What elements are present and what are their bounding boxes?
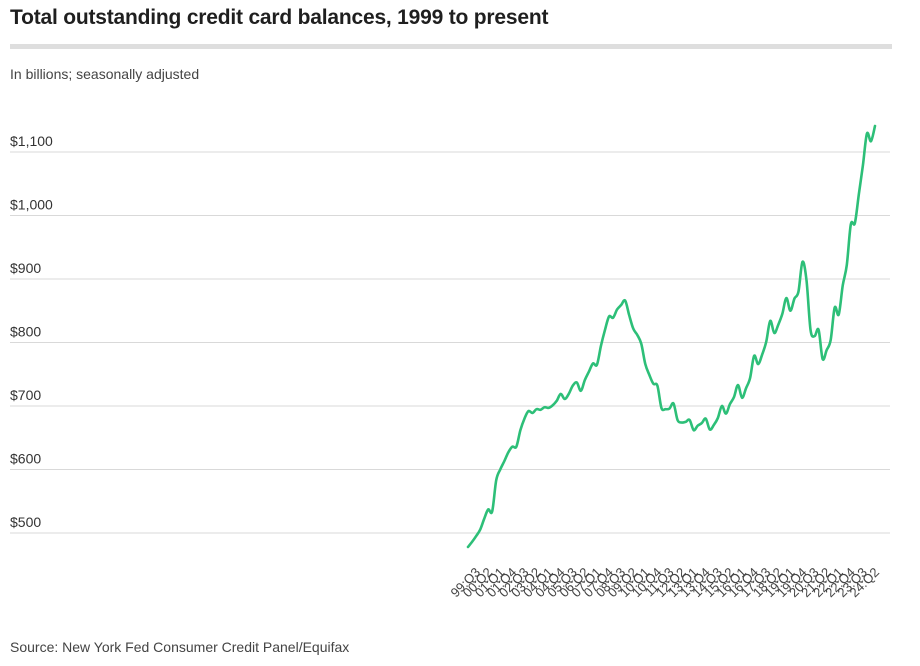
chart-title: Total outstanding credit card balances, … bbox=[10, 6, 549, 29]
x-axis-ticks: 99:Q300:Q201:Q101:Q402:Q303:Q204:Q104:Q4… bbox=[448, 565, 883, 601]
y-tick-label: $500 bbox=[10, 514, 41, 530]
series-line bbox=[466, 124, 877, 549]
chart-subtitle: In billions; seasonally adjusted bbox=[10, 66, 200, 82]
y-tick-label: $1,000 bbox=[10, 197, 53, 213]
y-tick-label: $700 bbox=[10, 387, 41, 403]
chart-source: Source: New York Fed Consumer Credit Pan… bbox=[10, 639, 350, 655]
y-tick-label: $800 bbox=[10, 324, 41, 340]
series-line-layer bbox=[466, 124, 877, 549]
title-divider bbox=[10, 44, 892, 49]
y-axis-ticks: $500 $600 $700 $800 $900 $1,000 $1,100 bbox=[10, 133, 53, 530]
y-tick-label: $600 bbox=[10, 451, 41, 467]
gridlines bbox=[10, 151, 890, 534]
y-tick-label: $1,100 bbox=[10, 133, 53, 149]
y-tick-label: $900 bbox=[10, 260, 41, 276]
